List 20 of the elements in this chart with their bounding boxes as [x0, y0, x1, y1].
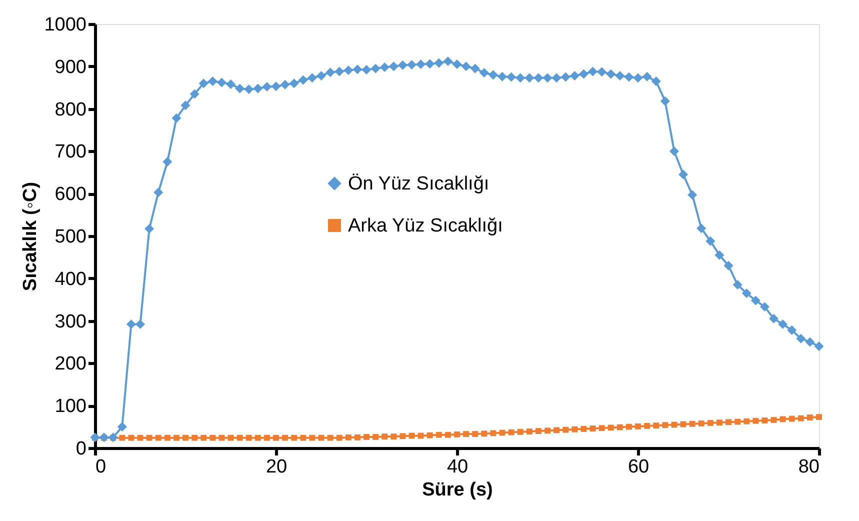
- y-tick-label: 400: [54, 268, 86, 290]
- x-tick-label: 80: [798, 456, 820, 478]
- y-tick-label: 1000: [44, 14, 86, 36]
- y-tick-label: 900: [54, 56, 86, 78]
- y-tick-label: 700: [54, 142, 86, 163]
- x-tick-label: 0: [96, 456, 106, 478]
- x-tick-label: 40: [446, 456, 468, 478]
- y-axis-title: Sıcaklık (◦C): [20, 182, 42, 292]
- legend-label: Ön Yüz Sıcaklığı: [348, 174, 490, 194]
- x-axis-title: Süre (s): [422, 480, 493, 500]
- y-tick-label: 800: [54, 99, 86, 120]
- y-tick-label: 0: [76, 438, 86, 460]
- x-tick-label: 20: [266, 456, 288, 478]
- y-tick-label: 300: [54, 311, 86, 332]
- y-tick-label: 100: [54, 396, 86, 418]
- legend-label: Arka Yüz Sıcaklığı: [348, 216, 503, 236]
- y-tick-label: 500: [54, 226, 86, 248]
- y-tick-label: 200: [54, 354, 86, 375]
- x-tick-label: 60: [628, 456, 650, 478]
- y-tick-label: 600: [54, 184, 86, 206]
